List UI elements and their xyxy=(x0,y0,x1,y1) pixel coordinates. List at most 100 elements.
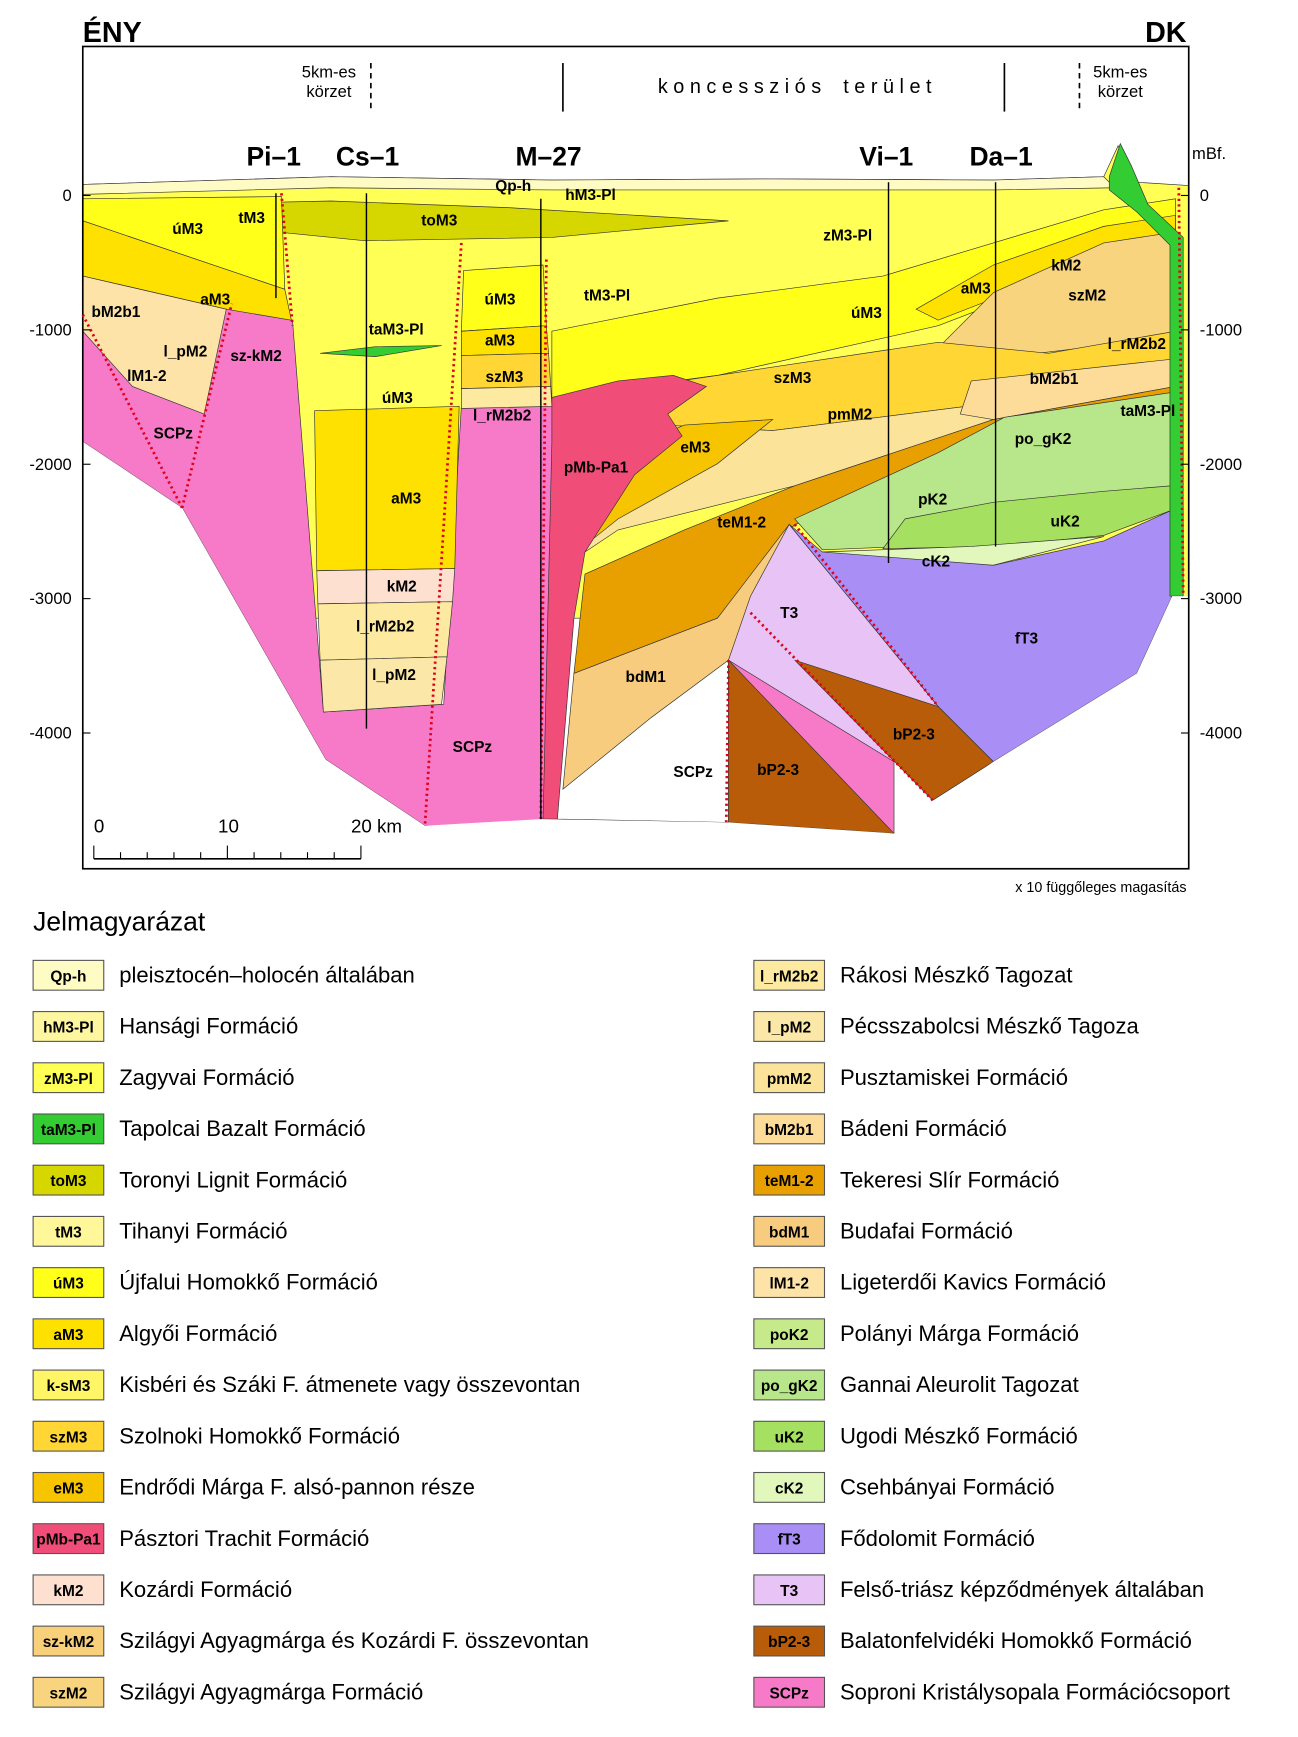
depth-label: -4000 xyxy=(1200,724,1242,743)
layer-label: aM3 xyxy=(391,490,421,507)
legend-code: po_gK2 xyxy=(761,1378,818,1395)
fault xyxy=(793,523,940,708)
legend-swatch xyxy=(32,959,105,991)
layer-label: zM3-Pl xyxy=(823,228,872,245)
legend-text: Hansági Formáció xyxy=(119,1014,298,1039)
legend-swatch xyxy=(32,1267,105,1299)
rock-layer xyxy=(314,405,460,572)
legend-swatch xyxy=(32,1164,105,1196)
legend-code: sz-kM2 xyxy=(43,1634,94,1651)
legend-swatch xyxy=(753,959,826,991)
legend-text: Ugodi Mészkő Formáció xyxy=(840,1423,1078,1448)
legend-swatch xyxy=(753,1574,826,1606)
legend-swatch xyxy=(753,1471,826,1503)
layer-label: lM1-2 xyxy=(127,368,166,385)
legend-code: Qp-h xyxy=(50,968,86,985)
layer-label: úM3 xyxy=(382,390,413,407)
legend-text: Csehbányai Formáció xyxy=(840,1475,1055,1500)
legend-code: l_pM2 xyxy=(767,1020,811,1037)
fault xyxy=(1177,187,1185,597)
legend-code: szM3 xyxy=(50,1429,88,1446)
legend-swatch xyxy=(753,1625,826,1657)
legend-text: Szilágyi Agyagmárga és Kozárdi F. összev… xyxy=(119,1628,589,1653)
layer-label: l_pM2 xyxy=(372,667,416,684)
layer-label: cK2 xyxy=(922,553,950,570)
legend-text: Rákosi Mészkő Tagozat xyxy=(840,962,1073,987)
layer-label: sz-kM2 xyxy=(230,348,281,365)
legend-text: Balatonfelvidéki Homokkő Formáció xyxy=(840,1628,1192,1653)
legend-code: taM3-Pl xyxy=(41,1122,96,1139)
layer-label: kM2 xyxy=(1051,258,1081,275)
legend-text: Soproni Kristálysopala Formációcsoport xyxy=(840,1679,1230,1704)
legend-swatch xyxy=(753,1113,826,1145)
legend-code: poK2 xyxy=(770,1327,809,1344)
layer-label: szM3 xyxy=(486,369,524,386)
depth-label: 0 xyxy=(1200,186,1209,205)
legend-code: kM2 xyxy=(53,1583,83,1600)
layer-label: uK2 xyxy=(1051,514,1080,531)
legend-text: Kisbéri és Száki F. átmenete vagy összev… xyxy=(119,1372,580,1397)
legend-text: Toronyi Lignit Formáció xyxy=(119,1167,347,1192)
layer-label: úM3 xyxy=(172,221,203,238)
legend-swatch xyxy=(32,1420,105,1452)
depth-label: -3000 xyxy=(29,589,71,608)
legend-text: Szolnoki Homokkő Formáció xyxy=(119,1423,400,1448)
layer-label: l_rM2b2 xyxy=(1108,336,1166,353)
legend-swatch xyxy=(753,1369,826,1401)
zone-label: 5km-es xyxy=(1093,62,1147,81)
zone-label: körzet xyxy=(1098,82,1143,101)
layer-label: pMb-Pa1 xyxy=(564,460,629,477)
layer-label: l_rM2b2 xyxy=(473,408,531,425)
direction-right: DK xyxy=(1145,17,1187,49)
legend-swatch xyxy=(753,1676,826,1708)
legend-text: Gannai Aleurolit Tagozat xyxy=(840,1372,1079,1397)
layer-label: taM3-Pl xyxy=(369,322,424,339)
legend-text: Pécsszabolcsi Mészkő Tagoza xyxy=(840,1014,1140,1039)
frame xyxy=(81,45,1190,870)
layer-label: T3 xyxy=(780,605,798,622)
scale-label: 10 xyxy=(218,815,239,836)
depth-label: 0 xyxy=(63,186,72,205)
layer-label: aM3 xyxy=(485,333,515,350)
zone-label: 5km-es xyxy=(302,62,356,81)
layer-label: SCPz xyxy=(154,425,194,442)
legend-swatch xyxy=(32,1574,105,1606)
rock-layer xyxy=(320,345,442,357)
legend-swatch xyxy=(753,1215,826,1247)
layer-label: toM3 xyxy=(421,212,457,229)
legend-text: Tekeresi Slír Formáció xyxy=(840,1167,1059,1192)
legend-swatch xyxy=(753,1523,826,1555)
layer-label: tM3 xyxy=(238,210,265,227)
rock-layer xyxy=(319,656,448,713)
layer-label: bM2b1 xyxy=(91,304,140,321)
legend-code: bM2b1 xyxy=(765,1122,814,1139)
direction-left: ÉNY xyxy=(83,15,142,49)
layer-label: bP2-3 xyxy=(757,762,799,779)
legend-text: Polányi Márga Formáció xyxy=(840,1321,1079,1346)
note: x 10 függőleges magasítás xyxy=(1015,880,1186,896)
legend-code: úM3 xyxy=(53,1276,84,1293)
layer-label: Qp-h xyxy=(495,178,531,195)
legend-code: cK2 xyxy=(775,1480,803,1497)
legend-text: Újfalui Homokkő Formáció xyxy=(119,1270,378,1295)
legend-code: l_rM2b2 xyxy=(760,968,818,985)
legend-text: pleisztocén–holocén általában xyxy=(119,962,415,987)
legend-code: uK2 xyxy=(775,1429,804,1446)
layer-label: aM3 xyxy=(961,281,991,298)
layer-label: szM2 xyxy=(1068,287,1106,304)
legend-swatch xyxy=(753,1318,826,1350)
legend-text: Endrődi Márga F. alsó-pannon része xyxy=(119,1475,475,1500)
legend-code: SCPz xyxy=(769,1685,809,1702)
well-label: M–27 xyxy=(515,142,581,172)
layer-label: bM2b1 xyxy=(1030,371,1079,388)
layer-label: szM3 xyxy=(774,370,812,387)
depth-label: -1000 xyxy=(1200,320,1242,339)
legend-code: hM3-Pl xyxy=(43,1020,94,1037)
legend-text: Kozárdi Formáció xyxy=(119,1577,292,1602)
legend-swatch xyxy=(753,1267,826,1299)
layer-label: l_pM2 xyxy=(164,344,208,361)
layer-label: aM3 xyxy=(200,292,230,309)
zone-label: körzet xyxy=(306,82,351,101)
depth-label: -2000 xyxy=(29,455,71,474)
well-label: Vi–1 xyxy=(859,142,913,172)
